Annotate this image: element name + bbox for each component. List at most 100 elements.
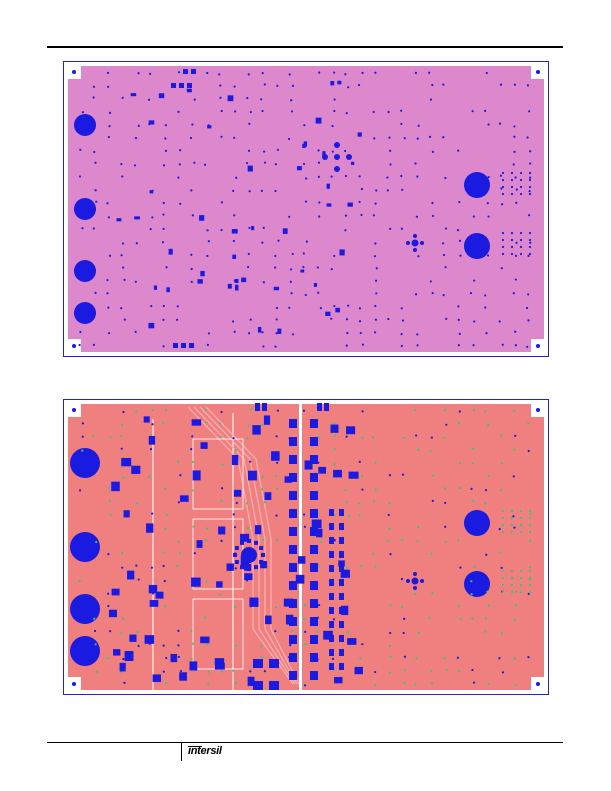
via-dot <box>431 291 434 295</box>
via-dot <box>373 255 377 258</box>
via-dot <box>374 71 377 74</box>
ic-pin-pad <box>234 546 239 550</box>
smd-pad <box>173 343 178 348</box>
via-dot <box>360 187 364 191</box>
smd-pad <box>337 80 342 85</box>
via-dot <box>374 331 377 334</box>
smd-pad <box>339 249 345 256</box>
via-dot <box>107 604 110 608</box>
via-dot <box>513 618 516 622</box>
smd-pad <box>111 481 120 492</box>
via-dot <box>302 513 306 516</box>
via-dot <box>371 553 375 556</box>
via-dot <box>193 552 196 555</box>
via-dot <box>234 449 237 452</box>
smd-pad <box>317 403 322 411</box>
smd-pad <box>347 638 357 645</box>
smd-pad <box>289 617 297 626</box>
thermal-via <box>510 231 514 235</box>
via-dot <box>121 242 125 245</box>
via-dot <box>445 423 448 426</box>
via-dot <box>459 486 462 490</box>
via-dot <box>330 317 333 320</box>
via-dot <box>205 538 208 542</box>
ic-pin-pad <box>254 565 258 570</box>
via-dot <box>429 280 432 283</box>
smd-pad <box>346 426 356 435</box>
via-dot <box>179 669 183 673</box>
via-dot <box>319 306 322 310</box>
thermal-via <box>528 231 532 235</box>
smd-pad <box>191 577 201 587</box>
via-dot <box>416 540 419 543</box>
via-dot <box>499 489 503 492</box>
via-dot <box>513 448 516 451</box>
via-dot <box>92 85 96 88</box>
smd-pad <box>335 307 340 313</box>
via-dot <box>318 215 321 218</box>
via-dot <box>78 343 81 347</box>
via-dot <box>233 85 236 88</box>
via-dot <box>276 487 279 490</box>
smd-pad <box>146 523 154 533</box>
via-dot <box>527 422 530 425</box>
smd-pad <box>249 597 259 607</box>
via-dot <box>487 175 490 179</box>
smd-pad <box>119 662 126 672</box>
via-dot <box>361 410 364 413</box>
via-dot <box>162 227 165 231</box>
smd-pad <box>354 666 363 675</box>
via-dot <box>151 408 154 412</box>
logo-bar <box>188 746 202 747</box>
via-dot <box>373 500 376 503</box>
via-dot <box>317 291 320 294</box>
via-dot <box>498 320 501 323</box>
via-dot <box>344 229 347 232</box>
smd-pad <box>251 225 255 231</box>
via-dot <box>514 330 517 333</box>
via-dot <box>400 344 403 348</box>
via-dot <box>389 163 392 166</box>
via-dot <box>429 98 433 101</box>
smd-pad <box>289 545 297 554</box>
via-dot <box>107 135 110 139</box>
thermal-via <box>501 576 505 580</box>
smd-pad <box>180 495 189 502</box>
via-dot <box>417 525 420 529</box>
via-dot <box>94 643 97 646</box>
smd-pad <box>289 491 297 500</box>
thermal-via <box>501 245 505 249</box>
via-dot <box>162 318 165 321</box>
smd-pad <box>282 228 288 234</box>
via-dot <box>417 448 420 451</box>
via-dot <box>344 214 348 217</box>
smd-pad <box>149 600 159 607</box>
via-dot <box>428 135 432 138</box>
via-dot <box>332 618 336 621</box>
via-dot <box>162 164 166 167</box>
via-dot <box>400 227 404 230</box>
via-dot <box>359 331 362 335</box>
via-dot <box>415 215 419 218</box>
smd-pad <box>347 202 353 207</box>
via-dot <box>176 305 179 308</box>
via-dot <box>120 632 123 635</box>
via-dot <box>428 616 431 619</box>
smd-pad <box>197 279 203 284</box>
via-dot <box>122 657 125 661</box>
via-dot <box>248 122 251 125</box>
thermal-via <box>528 576 532 580</box>
via-dot <box>109 514 112 517</box>
via-dot <box>501 343 504 346</box>
ic-pin-pad <box>240 540 244 545</box>
smd-pad <box>121 457 132 467</box>
smd-pad <box>310 581 318 590</box>
via-dot <box>512 515 515 518</box>
smd-pad <box>143 416 150 423</box>
thermal-via <box>519 245 523 249</box>
via-dot <box>472 215 475 218</box>
via-dot <box>261 476 264 479</box>
via-dot <box>472 681 476 684</box>
smd-pad <box>289 635 297 644</box>
smd-pad <box>289 455 297 464</box>
